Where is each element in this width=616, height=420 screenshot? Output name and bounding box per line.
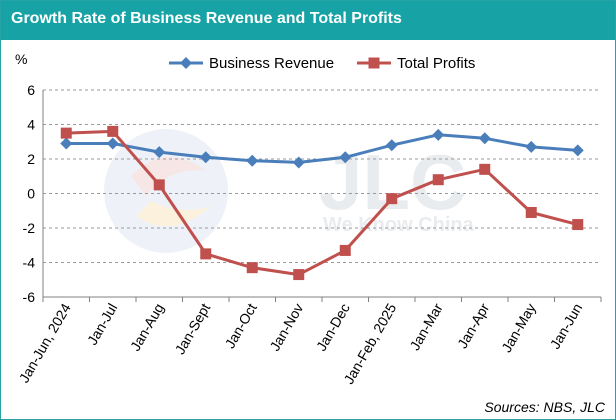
data-point bbox=[107, 125, 119, 137]
data-point bbox=[292, 156, 305, 169]
y-tick-label: 6 bbox=[27, 82, 35, 98]
series-line bbox=[66, 129, 579, 277]
data-point bbox=[246, 262, 258, 274]
data-point bbox=[60, 137, 73, 150]
x-tick-labels: Jan-Jun, 2024 Jan-Jul Jan-Aug Jan-Sept Jan-O… bbox=[16, 300, 586, 386]
source-note: Sources: NBS, JLC bbox=[484, 399, 605, 415]
data-point bbox=[246, 154, 259, 167]
data-point bbox=[293, 269, 305, 281]
title-bar: Growth Rate of Business Revenue and Tota… bbox=[1, 1, 615, 40]
data-point bbox=[478, 132, 491, 145]
legend-label: Total Profits bbox=[397, 55, 475, 72]
watermark-logo-swoosh bbox=[131, 157, 206, 196]
data-point bbox=[153, 179, 165, 191]
data-point bbox=[525, 140, 538, 153]
data-point bbox=[479, 163, 491, 175]
series-line bbox=[66, 133, 578, 164]
x-tick-label: Jan-May bbox=[498, 301, 539, 355]
series bbox=[60, 125, 584, 281]
data-point bbox=[200, 248, 212, 260]
legend-label: Business Revenue bbox=[209, 55, 334, 72]
data-point bbox=[571, 144, 584, 157]
x-tick-label: Jan-Aug bbox=[127, 301, 167, 354]
legend-marker bbox=[368, 57, 380, 69]
watermark-logo-swoosh bbox=[136, 201, 211, 227]
y-axis-unit: % bbox=[15, 51, 28, 67]
data-point bbox=[432, 174, 444, 186]
data-point bbox=[339, 244, 351, 256]
x-tick-label: Jan-Dec bbox=[313, 301, 353, 354]
watermark-tagline: We Know China bbox=[323, 214, 475, 236]
data-point bbox=[525, 206, 537, 218]
y-tick-label: 4 bbox=[27, 117, 35, 133]
x-tick-label: Jan-Nov bbox=[266, 301, 306, 354]
x-tick-label: Jan-Jul bbox=[84, 301, 120, 348]
data-point bbox=[432, 128, 445, 141]
x-tick-label: Jan-Oct bbox=[221, 300, 259, 351]
x-tick-label: Jan-Sept bbox=[171, 300, 213, 357]
data-point bbox=[385, 139, 398, 152]
data-point bbox=[199, 151, 212, 164]
data-point bbox=[572, 219, 584, 231]
y-tick-label: 0 bbox=[27, 186, 35, 202]
data-point bbox=[106, 137, 119, 150]
legend: Business Revenue Total Profits bbox=[169, 55, 475, 72]
x-tick-label: Jan-Apr bbox=[454, 300, 493, 351]
y-tick-label: -2 bbox=[23, 220, 36, 236]
chart-title: Growth Rate of Business Revenue and Tota… bbox=[11, 10, 402, 27]
legend-marker bbox=[180, 57, 192, 69]
y-tick-label: 2 bbox=[27, 151, 35, 167]
x-tick-label: Jan-Mar bbox=[406, 300, 446, 353]
data-point bbox=[339, 151, 352, 164]
y-tick-label: -6 bbox=[23, 289, 36, 305]
x-tick-label: Jan-Jun bbox=[547, 301, 586, 352]
watermark-logo-circle bbox=[104, 129, 228, 253]
watermark-logo-text: JLC bbox=[319, 138, 466, 226]
x-tick-label: Jan-Jun, 2024 bbox=[16, 300, 74, 385]
data-point bbox=[153, 146, 166, 159]
axes bbox=[42, 90, 602, 302]
data-point bbox=[386, 193, 398, 205]
data-point bbox=[60, 127, 72, 139]
y-tick-label: -4 bbox=[23, 255, 36, 271]
y-tick-labels: -6 -4 -2 0 2 4 6 bbox=[23, 82, 36, 305]
